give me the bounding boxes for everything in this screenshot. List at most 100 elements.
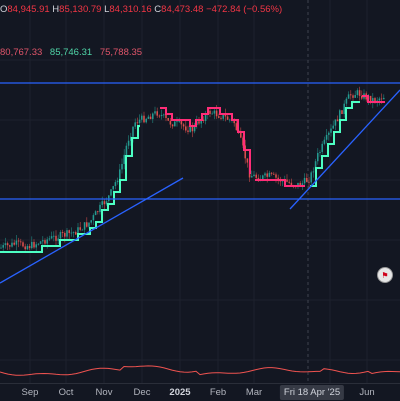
candle-body [149,116,152,120]
supertrend-up-line [0,101,360,253]
tick-label: Dec [133,387,151,398]
candle-body [59,232,62,239]
high-label: H [52,4,60,15]
candle-body [163,114,165,116]
candle-body [334,119,337,126]
candle-body [86,222,88,227]
time-axis[interactable]: Sep Oct Nov Dec 2025 Feb Mar Jun Fri 18 … [0,383,400,401]
candle-body [24,246,26,250]
candle-body [266,173,268,177]
candle-body [288,181,290,183]
chart-grid [0,0,400,383]
candle-body [312,171,315,173]
candle-body [215,110,218,117]
candle-body [204,114,207,121]
indicator-value-3: 75,788.35 [99,47,143,58]
candle-body [380,98,383,100]
candle-body [321,143,323,152]
low-label: L [104,4,110,15]
close-value: 84,473.48 [161,4,204,15]
candle-body [57,238,59,241]
tick-label: Sep [21,387,39,398]
candle-body [332,125,334,129]
candle-body [182,124,185,127]
open-value: 84,945.91 [7,4,50,15]
candle-body [286,179,288,182]
candle-body [218,116,220,118]
candle-body [229,119,231,121]
candle-body [9,245,11,247]
candle-body [325,134,328,140]
candle-body [174,121,176,127]
candle-body [211,113,213,115]
low-value: 84,310.16 [109,4,152,15]
candle-body [13,242,15,245]
candle-body [220,117,222,119]
candle-body [341,110,343,114]
candle-body [290,182,293,186]
candle-body [169,120,172,125]
candle-body [277,177,279,179]
candle-body [37,243,40,245]
candle-body [171,124,174,127]
candle-body [306,177,308,182]
tick-label: Oct [58,387,74,398]
candle-body [108,195,110,202]
candle-body [160,114,163,117]
close-label: C [154,4,162,15]
candle-body [336,119,339,122]
candle-body [66,230,68,237]
candle-body [369,95,372,103]
candle-body [374,98,376,102]
candle-body [224,114,227,117]
tick-label: 2025 [169,387,191,398]
candle-body [44,240,46,244]
candle-body [176,121,178,123]
candle-body [138,119,141,124]
candle-body [105,201,108,205]
candle-body [301,183,304,187]
candle-body [130,136,132,141]
candle-body [226,116,229,120]
candle-body [167,118,169,121]
candle-body [31,241,33,249]
candle-body [270,172,273,174]
candle-body [273,173,275,175]
candle-body [251,176,253,178]
candle-body [81,229,84,231]
candle-body [116,180,119,183]
candle-body [64,233,66,237]
candle-body [6,243,9,246]
candle-body [68,230,70,234]
candle-body [46,239,48,244]
candle-body [317,152,319,162]
candle-body [328,132,330,135]
tick-label: Mar [245,387,263,398]
candle-body [180,121,183,125]
candle-body [209,110,211,114]
candle-body [152,113,154,120]
us-flag-icon[interactable]: ⚑ [377,267,393,283]
candle-body [125,145,128,155]
candle-body [94,211,97,216]
candle-body [20,241,22,243]
candle-body [191,125,194,132]
candle-body [275,174,277,178]
candle-body [343,103,345,114]
ohlc-legend: O84,945.91 H85,130.79 L84,310.16 C84,473… [0,4,282,15]
candle-body [268,172,271,177]
candle-body [383,97,385,100]
candle-body [299,182,301,187]
candle-body [323,139,326,144]
candle-body [61,232,64,234]
candle-body [90,220,92,223]
candle-body [48,238,51,240]
candle-body [33,241,35,248]
tick-label: Jun [359,387,375,398]
candle-body [15,240,18,245]
candle-body [39,241,42,244]
candle-body [178,121,180,122]
candle-body [50,236,53,239]
candle-body [372,98,374,103]
